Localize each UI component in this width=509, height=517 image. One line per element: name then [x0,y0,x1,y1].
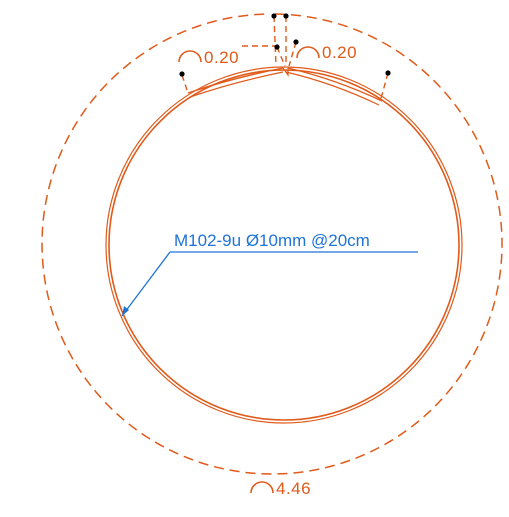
dimension-dot [179,71,185,77]
dimension-dot [385,70,391,76]
arc-symbol-bottom [250,481,274,494]
dimension-dot [283,13,289,19]
extension-lines [181,15,389,103]
arc-dim-bottom: 4.46 [276,479,311,498]
dimension-dot [293,39,299,45]
arc-symbol-top-left [178,50,202,63]
rebar-label[interactable]: M102-9u Ø10mm @20cm [174,231,370,250]
dimension-dot [274,44,280,50]
arc-symbols [178,46,320,494]
dimension-dot [271,13,277,19]
arc-symbol-top-right [296,46,320,59]
dimension-dots [179,13,391,77]
arc-dim-top-left: 0.20 [204,48,239,67]
rebar-lap-segment [187,67,383,106]
arc-dim-top-right: 0.20 [322,43,357,62]
rebar-leader [121,251,418,317]
outer-dimension-circle [41,13,503,475]
